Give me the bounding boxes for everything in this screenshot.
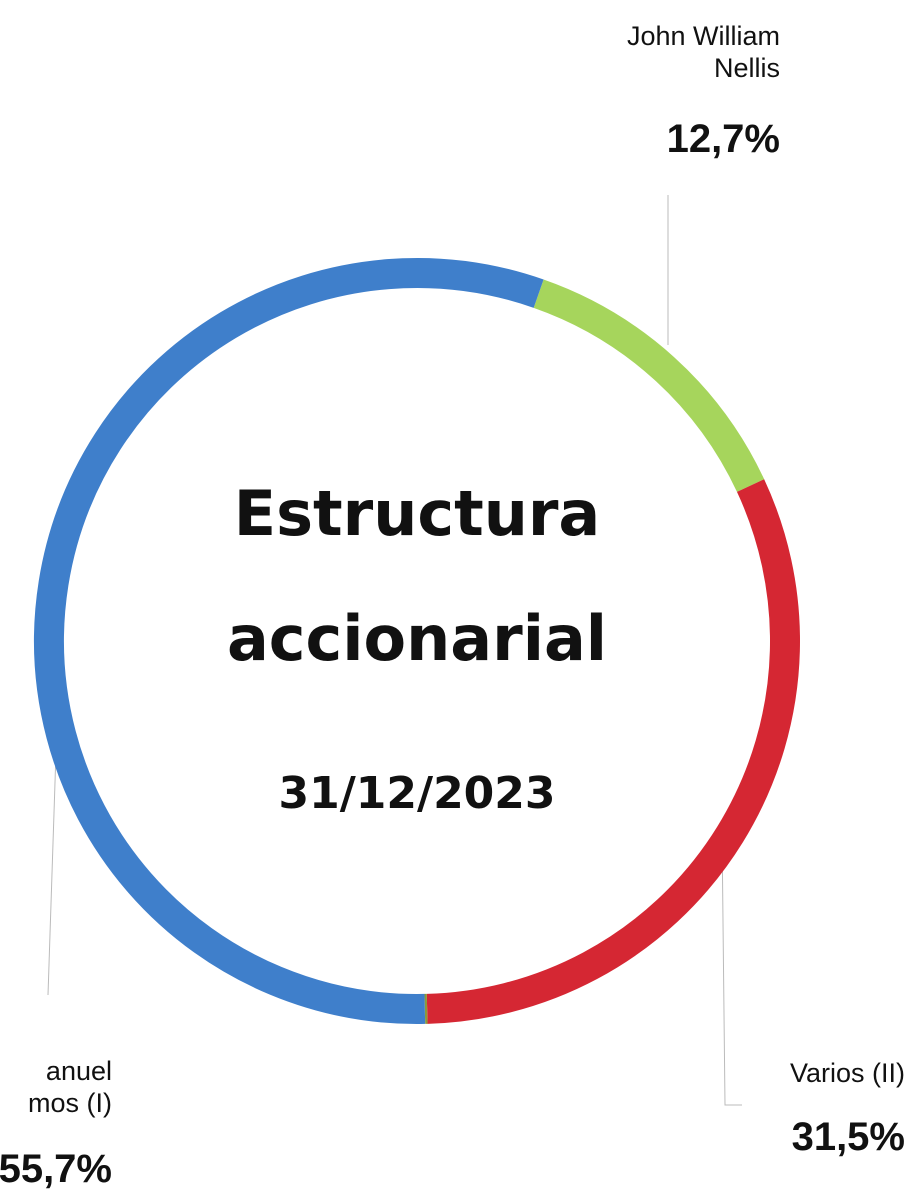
slice-label: Varios (II) <box>790 1058 905 1088</box>
slice-label: John William <box>627 21 780 51</box>
donut-segment <box>34 258 544 1024</box>
slice-label: mos (I) <box>28 1088 112 1118</box>
donut-segment <box>426 479 800 1024</box>
value-label: 31,5% <box>792 1115 905 1159</box>
value-label: 55,7% <box>0 1147 112 1191</box>
chart-subtitle: 31/12/2023 <box>278 768 555 819</box>
donut-segment <box>533 279 765 492</box>
chart-title: Estructura <box>234 477 601 550</box>
slice-label: Nellis <box>714 53 780 83</box>
value-label: 12,7% <box>667 117 780 161</box>
chart-title: accionarial <box>227 602 607 675</box>
leader-line <box>721 829 742 1106</box>
slice-label: anuel <box>46 1056 112 1086</box>
